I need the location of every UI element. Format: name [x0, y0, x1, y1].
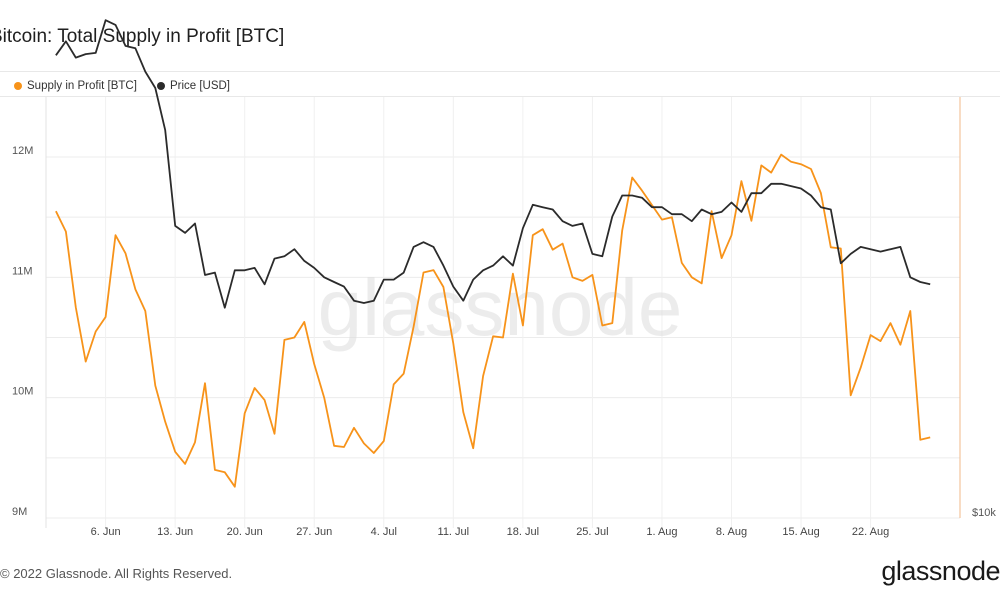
glassnode-logo: glassnode: [881, 556, 1000, 586]
x-tick-label: 6. Jun: [91, 526, 121, 538]
x-tick-label: 1. Aug: [646, 526, 677, 538]
x-tick-label: 22. Aug: [852, 526, 889, 538]
legend-item-supply[interactable]: Supply in Profit [BTC]: [14, 80, 137, 92]
legend-supply-marker: [14, 82, 22, 90]
chart-legend: Supply in Profit [BTC] Price [USD]: [14, 80, 230, 92]
x-tick-label: 8. Aug: [716, 526, 747, 538]
x-tick-label: 15. Aug: [782, 526, 819, 538]
header-divider: [0, 71, 1000, 72]
y-tick-label: 10M: [12, 386, 33, 398]
right-axis-tick-label: $10k: [972, 507, 996, 519]
x-tick-label: 4. Jul: [371, 526, 397, 538]
legend-divider: [0, 96, 1000, 97]
chart-plot-area: glassnode 9M 10M 11M 12M 6. Jun 13. Jun 20. J…: [12, 19, 996, 538]
y-tick-label: 11M: [12, 265, 33, 277]
legend-price-label: Price [USD]: [169, 80, 231, 92]
y-tick-label: 9M: [12, 506, 27, 518]
x-tick-label: 27. Jun: [296, 526, 332, 538]
watermark: glassnode: [318, 263, 683, 352]
x-tick-label: 25. Jul: [576, 526, 608, 538]
legend-supply-label: Supply in Profit [BTC]: [27, 80, 137, 92]
x-tick-label: 20. Jun: [227, 526, 263, 538]
x-tick-label: 18. Jul: [507, 526, 539, 538]
x-tick-label: 13. Jun: [157, 526, 193, 538]
page-title: Bitcoin: Total Supply in Profit [BTC]: [0, 26, 285, 47]
legend-price-marker: [156, 82, 165, 90]
x-axis-labels: 6. Jun 13. Jun 20. Jun 27. Jun 4. Jul 11. Jul…: [91, 526, 890, 538]
y-axis-labels: 9M 10M 11M 12M: [12, 145, 33, 518]
y-tick-label: 12M: [12, 145, 33, 157]
price-line: [55, 19, 931, 309]
legend-item-price[interactable]: Price [USD]: [156, 80, 231, 92]
supply-in-profit-line: [55, 153, 931, 488]
x-tick-label: 11. Jul: [438, 526, 470, 538]
copyright-text: © 2022 Glassnode. All Rights Reserved.: [0, 566, 233, 581]
